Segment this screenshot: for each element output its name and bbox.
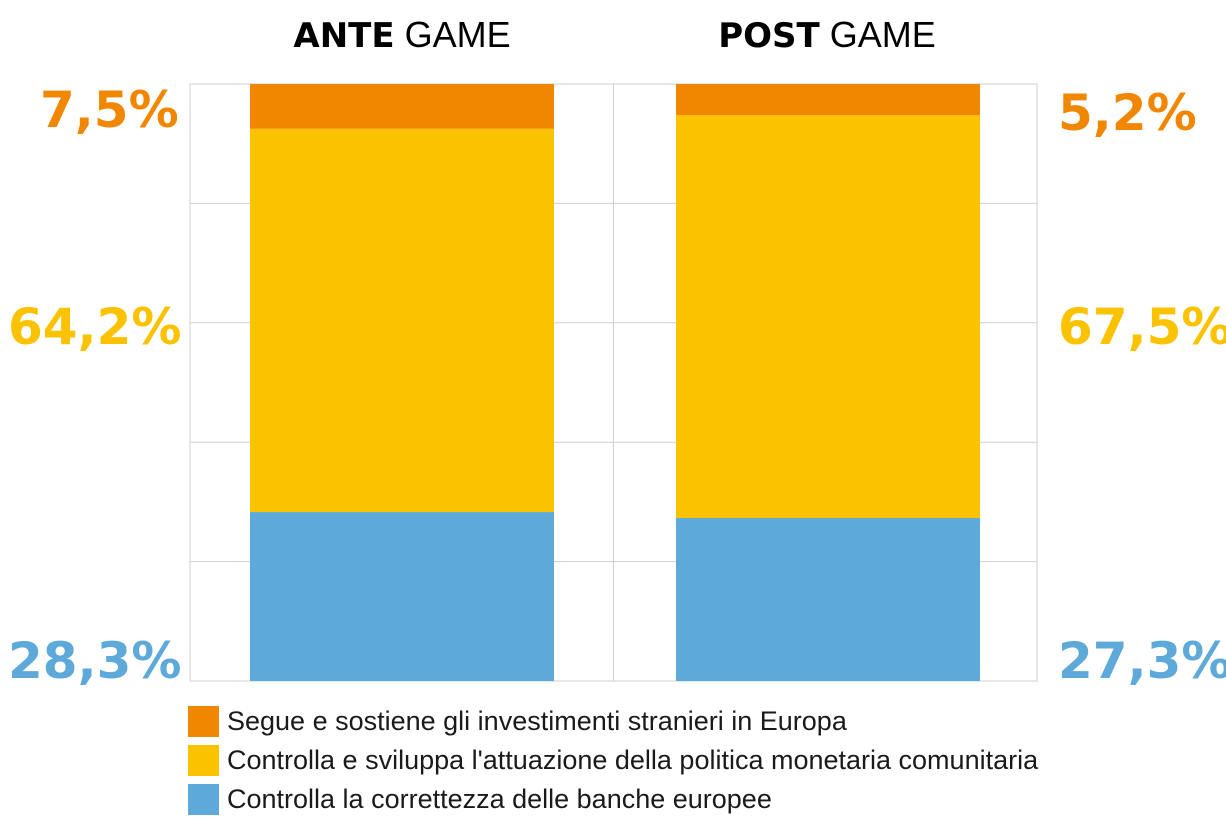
legend-swatch-blue [188, 784, 219, 815]
label-ante-orange: 7,5% [40, 81, 179, 139]
column-title-post-rest: GAME [819, 14, 936, 55]
column-title-post: POST GAME [677, 14, 977, 64]
legend-label-investimenti: Segue e sostiene gli investimenti strani… [227, 706, 847, 736]
column-title-ante-strong: ANTE [293, 16, 395, 56]
legend-label-politica-monetaria: Controlla e sviluppa l'attuazione della … [227, 745, 1039, 775]
column-title-ante: ANTE GAME [252, 14, 552, 64]
legend-swatch-yellow [188, 745, 219, 776]
legend-item-politica-monetaria: Controlla e sviluppa l'attuazione della … [188, 741, 1038, 780]
bar-segment-ante-politica-monetaria [250, 128, 554, 513]
legend: Segue e sostiene gli investimenti strani… [188, 702, 1038, 819]
label-post-blue: 27,3% [1058, 632, 1226, 690]
label-post-yellow: 67,5% [1058, 298, 1226, 356]
legend-swatch-orange [188, 706, 219, 737]
label-ante-blue: 28,3% [8, 632, 182, 690]
legend-item-investimenti: Segue e sostiene gli investimenti strani… [188, 702, 1038, 741]
bar-segment-ante-banche [250, 512, 554, 681]
label-ante-yellow: 64,2% [8, 298, 182, 356]
legend-item-banche: Controlla la correttezza delle banche eu… [188, 780, 1038, 819]
bar-segment-post-banche [676, 518, 980, 681]
bar-segment-post-investimenti [676, 84, 980, 116]
bar-segment-post-politica-monetaria [676, 115, 980, 519]
column-title-post-strong: POST [718, 16, 820, 56]
label-post-orange: 5,2% [1058, 84, 1197, 142]
legend-label-banche: Controlla la correttezza delle banche eu… [227, 784, 772, 814]
column-title-ante-rest: GAME [394, 14, 511, 55]
bar-segment-ante-investimenti [250, 84, 554, 129]
